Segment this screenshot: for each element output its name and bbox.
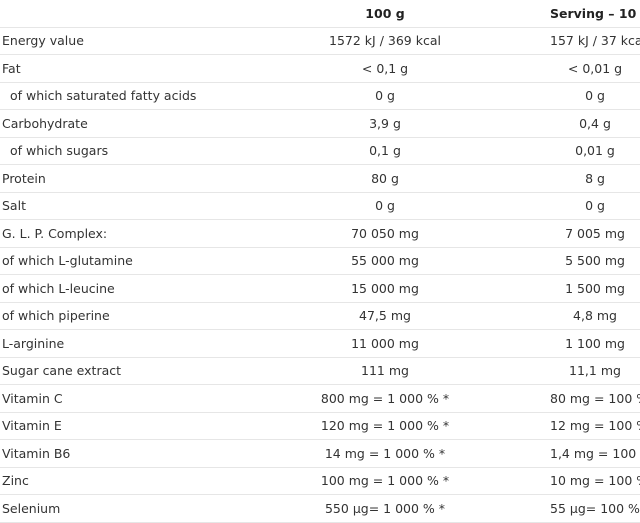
cell-value: 157 kJ / 37 kcal xyxy=(480,27,640,55)
cell-value: 1 500 mg xyxy=(480,274,640,303)
row-label: Energy value xyxy=(0,27,290,55)
cell-value: 4,8 mg xyxy=(480,302,640,330)
cell-value: 1572 kJ / 369 kcal xyxy=(290,27,480,55)
row-label: G. L. P. Complex: xyxy=(0,219,290,248)
cell-value: 7 005 mg xyxy=(480,219,640,248)
cell-value: 120 mg = 1 000 % * xyxy=(290,412,480,440)
cell-value: 0,1 g xyxy=(290,137,480,165)
row-label: of which saturated fatty acids xyxy=(0,82,290,110)
cell-value: 550 µg= 1 000 % * xyxy=(290,494,480,523)
row-label: of which sugars xyxy=(0,137,290,165)
cell-value: 5 500 mg xyxy=(480,247,640,275)
cell-value: 47,5 mg xyxy=(290,302,480,330)
cell-value: 0 g xyxy=(290,192,480,220)
cell-value: 1 100 mg xyxy=(480,329,640,358)
row-label: of which piperine xyxy=(0,302,290,330)
cell-value: 800 mg = 1 000 % * xyxy=(290,384,480,413)
cell-value: 15 000 mg xyxy=(290,274,480,303)
table-row: of which piperine 47,5 mg 4,8 mg xyxy=(0,302,640,330)
row-label: Sugar cane extract xyxy=(0,357,290,385)
cell-value: 55 µg= 100 % * xyxy=(480,494,640,523)
row-label: Carbohydrate xyxy=(0,109,290,138)
row-label: Vitamin E xyxy=(0,412,290,440)
cell-value: 12 mg = 100 % * xyxy=(480,412,640,440)
table-row: Vitamin B6 14 mg = 1 000 % * 1,4 mg = 100 … xyxy=(0,439,640,468)
table-row: L-arginine 11 000 mg 1 100 mg xyxy=(0,329,640,358)
cell-value: 10 mg = 100 % * xyxy=(480,467,640,495)
table-body: Energy value 1572 kJ / 369 kcal 157 kJ / 3… xyxy=(0,27,640,523)
row-label: Fat xyxy=(0,54,290,83)
cell-value: 0 g xyxy=(480,82,640,110)
table-row: G. L. P. Complex: 70 050 mg 7 005 mg xyxy=(0,219,640,248)
row-label: Vitamin C xyxy=(0,384,290,413)
cell-value: 80 g xyxy=(290,164,480,193)
header-cell: Serving – 10 g xyxy=(480,0,640,28)
cell-value: 111 mg xyxy=(290,357,480,385)
row-label: Selenium xyxy=(0,494,290,523)
cell-value: 8 g xyxy=(480,164,640,193)
header-cell: 100 g xyxy=(290,0,480,28)
row-label: L-arginine xyxy=(0,329,290,358)
row-label: of which L-glutamine xyxy=(0,247,290,275)
row-label: Salt xyxy=(0,192,290,220)
table-row: Energy value 1572 kJ / 369 kcal 157 kJ / 3… xyxy=(0,27,640,55)
cell-value: 11 000 mg xyxy=(290,329,480,358)
row-label: of which L-leucine xyxy=(0,274,290,303)
table-row: Fat < 0,1 g < 0,01 g xyxy=(0,54,640,83)
cell-value: 11,1 mg xyxy=(480,357,640,385)
table-row: of which L-glutamine 55 000 mg 5 500 mg xyxy=(0,247,640,275)
cell-value: 70 050 mg xyxy=(290,219,480,248)
cell-value: 80 mg = 100 % * xyxy=(480,384,640,413)
cell-value: 0,4 g xyxy=(480,109,640,138)
cell-value: 14 mg = 1 000 % * xyxy=(290,439,480,468)
header-cell xyxy=(0,0,290,28)
header-row: 100 g Serving – 10 g xyxy=(0,0,640,28)
row-label: Zinc xyxy=(0,467,290,495)
cell-value: < 0,01 g xyxy=(480,54,640,83)
cell-value: 3,9 g xyxy=(290,109,480,138)
table-row: of which sugars 0,1 g 0,01 g xyxy=(0,137,640,165)
cell-value: 0,01 g xyxy=(480,137,640,165)
cell-value: < 0,1 g xyxy=(290,54,480,83)
cell-value: 55 000 mg xyxy=(290,247,480,275)
table-row: Sugar cane extract 111 mg 11,1 mg xyxy=(0,357,640,385)
row-label: Protein xyxy=(0,164,290,193)
table-row: Carbohydrate 3,9 g 0,4 g xyxy=(0,109,640,138)
cell-value: 100 mg = 1 000 % * xyxy=(290,467,480,495)
cell-value: 0 g xyxy=(290,82,480,110)
table-row: of which L-leucine 15 000 mg 1 500 mg xyxy=(0,274,640,303)
cell-value: 1,4 mg = 100 % * xyxy=(480,439,640,468)
cell-value: 0 g xyxy=(480,192,640,220)
row-label: Vitamin B6 xyxy=(0,439,290,468)
